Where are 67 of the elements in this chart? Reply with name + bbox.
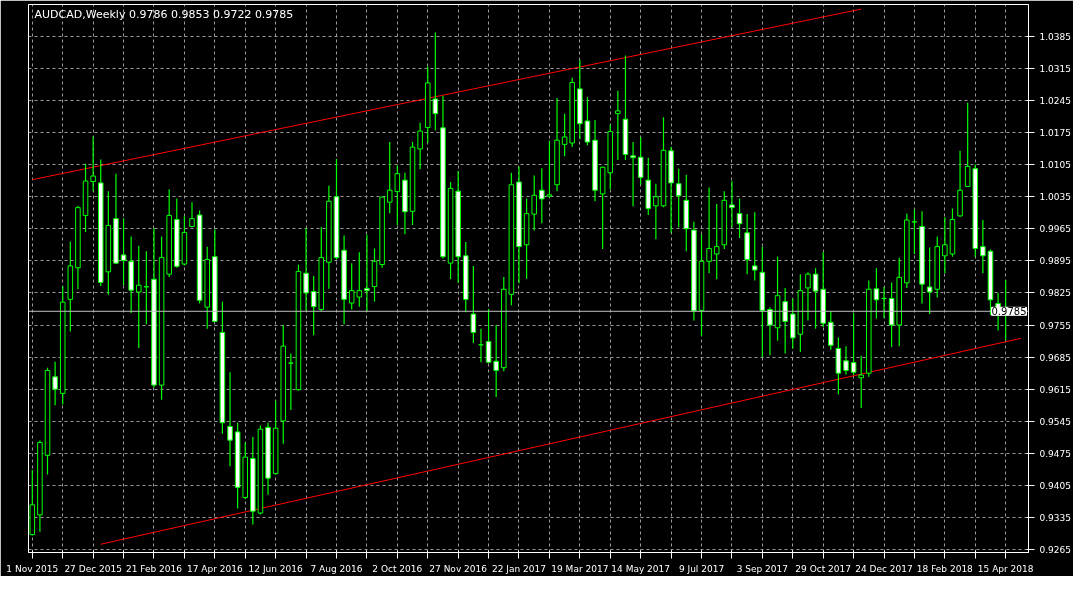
x-tick-label: 9 Jul 2017: [678, 563, 725, 574]
y-tick-label: 1.0315: [1039, 63, 1071, 74]
x-tick-label: 27 Nov 2016: [429, 563, 488, 574]
candlestick: [713, 203, 720, 280]
x-tick-label: 3 Sep 2017: [736, 563, 789, 574]
x-tick-label: 14 May 2017: [611, 563, 671, 574]
candlestick: [90, 135, 96, 192]
x-tick-label: 18 Feb 2018: [916, 563, 974, 574]
candlestick: [850, 312, 857, 376]
y-tick-label: 0.9825: [1039, 288, 1071, 299]
x-tick-label: 27 Dec 2015: [64, 563, 122, 574]
candlestick: [767, 306, 773, 356]
x-tick-label: 29 Oct 2017: [795, 563, 851, 574]
candlestick: [828, 310, 834, 351]
x-tick-label: 17 Apr 2016: [186, 563, 243, 574]
y-tick-label: 0.9475: [1039, 448, 1071, 459]
y-tick-label: 0.9615: [1039, 384, 1071, 395]
y-tick-label: 0.9895: [1039, 256, 1071, 267]
y-tick-label: 0.9755: [1039, 320, 1071, 331]
candlestick: [615, 90, 621, 161]
candlestick: [782, 287, 788, 355]
candlestick: [805, 271, 811, 322]
candlestick: [980, 219, 986, 274]
x-tick-label: 2 Oct 2016: [372, 563, 423, 574]
candlestick: [303, 227, 309, 312]
y-tick-label: 1.0385: [1039, 31, 1071, 42]
candlestick: [417, 122, 423, 170]
y-tick-label: 0.9545: [1039, 416, 1071, 427]
candlestick: [911, 208, 918, 255]
candlestick: [364, 234, 370, 312]
y-tick-label: 0.9335: [1039, 513, 1071, 524]
y-tick-label: 1.0035: [1039, 192, 1071, 203]
candlestick: [120, 217, 127, 286]
chart-title: AUDCAD,Weekly 0.9786 0.9853 0.9722 0.9785: [34, 7, 294, 21]
x-tick-label: 15 Apr 2018: [977, 563, 1034, 574]
x-tick-label: 1 Nov 2015: [6, 563, 59, 574]
candlestick: [584, 96, 591, 146]
ref-line-label: 0.9785: [991, 306, 1027, 318]
y-tick-label: 0.9405: [1039, 481, 1071, 492]
y-tick-label: 0.9685: [1039, 352, 1071, 363]
candlestick: [227, 371, 233, 467]
candlestick: [653, 183, 659, 240]
candlestick: [189, 201, 195, 228]
y-tick-label: 1.0105: [1039, 160, 1071, 171]
candlestick: [637, 136, 644, 186]
y-tick-label: 0.9965: [1039, 224, 1071, 235]
candlestick: [751, 211, 758, 282]
candlestick: [675, 168, 682, 228]
candlestick: [843, 345, 849, 376]
candlestick: [52, 361, 58, 406]
x-tick-label: 21 Feb 2016: [125, 563, 183, 574]
y-tick-label: 1.0175: [1039, 127, 1071, 138]
candlestick: [942, 216, 948, 274]
candlestick: [470, 265, 477, 344]
candlestick: [729, 180, 735, 228]
candlestick: [858, 355, 864, 409]
candlestick: [706, 186, 712, 274]
candlestick: [531, 174, 537, 232]
candlestick: [736, 197, 743, 239]
candlestick: [630, 141, 636, 207]
x-tick-label: 19 Mar 2017: [551, 563, 609, 574]
x-tick-label: 12 Jun 2016: [248, 563, 303, 574]
x-tick-label: 24 Dec 2017: [855, 563, 913, 574]
x-tick-label: 22 Jan 2017: [492, 563, 546, 574]
y-tick-label: 1.0245: [1039, 95, 1071, 106]
y-tick-label: 0.9265: [1039, 545, 1071, 556]
x-tick-label: 7 Aug 2016: [310, 563, 363, 574]
